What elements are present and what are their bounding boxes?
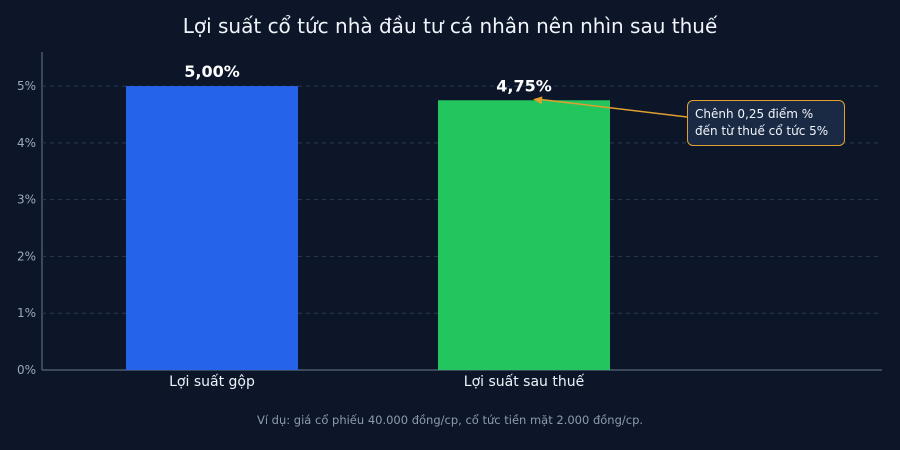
annotation-arrowhead: [533, 96, 543, 105]
y-tick-label: 3%: [17, 193, 36, 207]
bar: [126, 86, 298, 371]
bar: [438, 100, 610, 371]
y-tick-label: 0%: [17, 363, 36, 377]
x-category-label: Lợi suất sau thuế: [464, 373, 585, 390]
annotation-arrow: [538, 98, 688, 118]
chart-title: Lợi suất cổ tức nhà đầu tư cá nhân nên n…: [182, 14, 718, 38]
x-category-label: Lợi suất gộp: [169, 374, 255, 390]
y-tick-label: 1%: [17, 306, 36, 320]
bar-value-label: 5,00%: [184, 62, 240, 81]
y-tick-label: 4%: [17, 136, 36, 150]
annotation-line-1: Chênh 0,25 điểm %: [695, 107, 814, 121]
annotation-box: Chênh 0,25 điểm % đến từ thuế cổ tức 5%: [687, 100, 845, 146]
footnote: Ví dụ: giá cổ phiếu 40.000 đồng/cp, cổ t…: [256, 413, 644, 427]
y-tick-label: 2%: [17, 249, 36, 263]
annotation-line-2: đến từ thuế cổ tức 5%: [695, 124, 829, 138]
bars-layer: 5,00% Lợi suất gộp 4,75% Lợi suất sau thuế: [126, 62, 610, 390]
bar-value-label: 4,75%: [496, 76, 552, 95]
y-tick-label: 5%: [17, 79, 36, 93]
